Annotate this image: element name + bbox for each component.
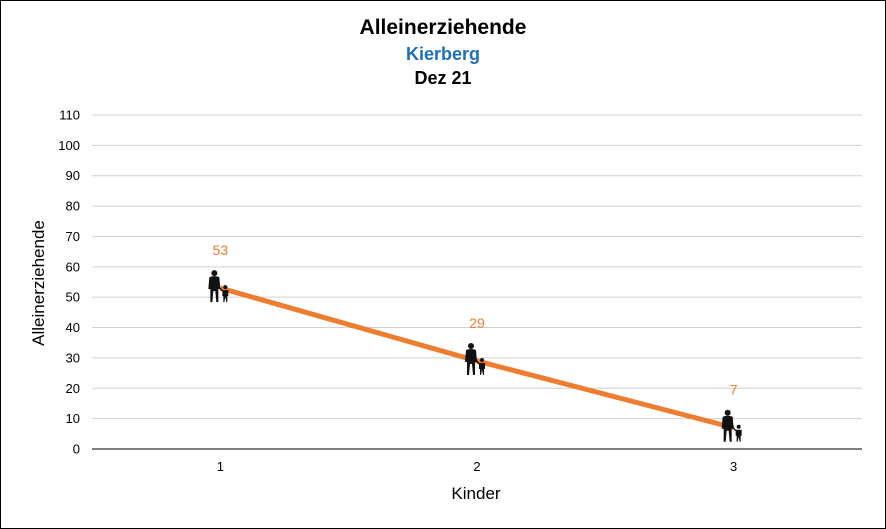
x-tick-label: 3: [730, 459, 737, 474]
data-labels: 53 29 7: [213, 242, 738, 398]
x-axis-label: Kinder: [451, 484, 500, 503]
markers: [208, 270, 742, 442]
y-tick-labels: 0 10 20 30 40 50 60 70 80 90 100 110: [58, 108, 80, 457]
y-tick-label: 0: [73, 442, 80, 457]
data-label: 53: [213, 242, 229, 258]
chart-title: Alleinerziehende: [359, 16, 527, 39]
gridlines: [92, 114, 862, 450]
x-tick-labels: 1 2 3: [217, 459, 738, 474]
y-tick-label: 100: [58, 138, 80, 153]
data-label: 29: [469, 315, 485, 331]
y-tick-label: 80: [66, 199, 80, 214]
y-tick-label: 40: [66, 320, 80, 335]
y-tick-label: 110: [59, 108, 80, 123]
y-tick-label: 90: [66, 168, 80, 183]
y-tick-label: 20: [66, 381, 80, 396]
chart-subtitle-date: Dez 21: [414, 68, 472, 88]
y-tick-label: 70: [66, 229, 80, 244]
single-parent-with-child-icon: [465, 342, 485, 375]
x-tick-label: 1: [217, 459, 224, 474]
single-parent-with-child-icon: [208, 270, 229, 303]
y-axis-label: Alleinerziehende: [29, 220, 48, 346]
single-parent-with-child-icon: [721, 409, 742, 442]
chart-subtitle-location: Kierberg: [405, 44, 481, 64]
data-label: 7: [730, 382, 738, 398]
y-tick-label: 10: [66, 411, 80, 426]
y-tick-label: 50: [66, 290, 80, 305]
y-tick-label: 60: [66, 259, 80, 274]
x-tick-label: 2: [473, 459, 480, 474]
y-tick-label: 30: [66, 350, 80, 365]
